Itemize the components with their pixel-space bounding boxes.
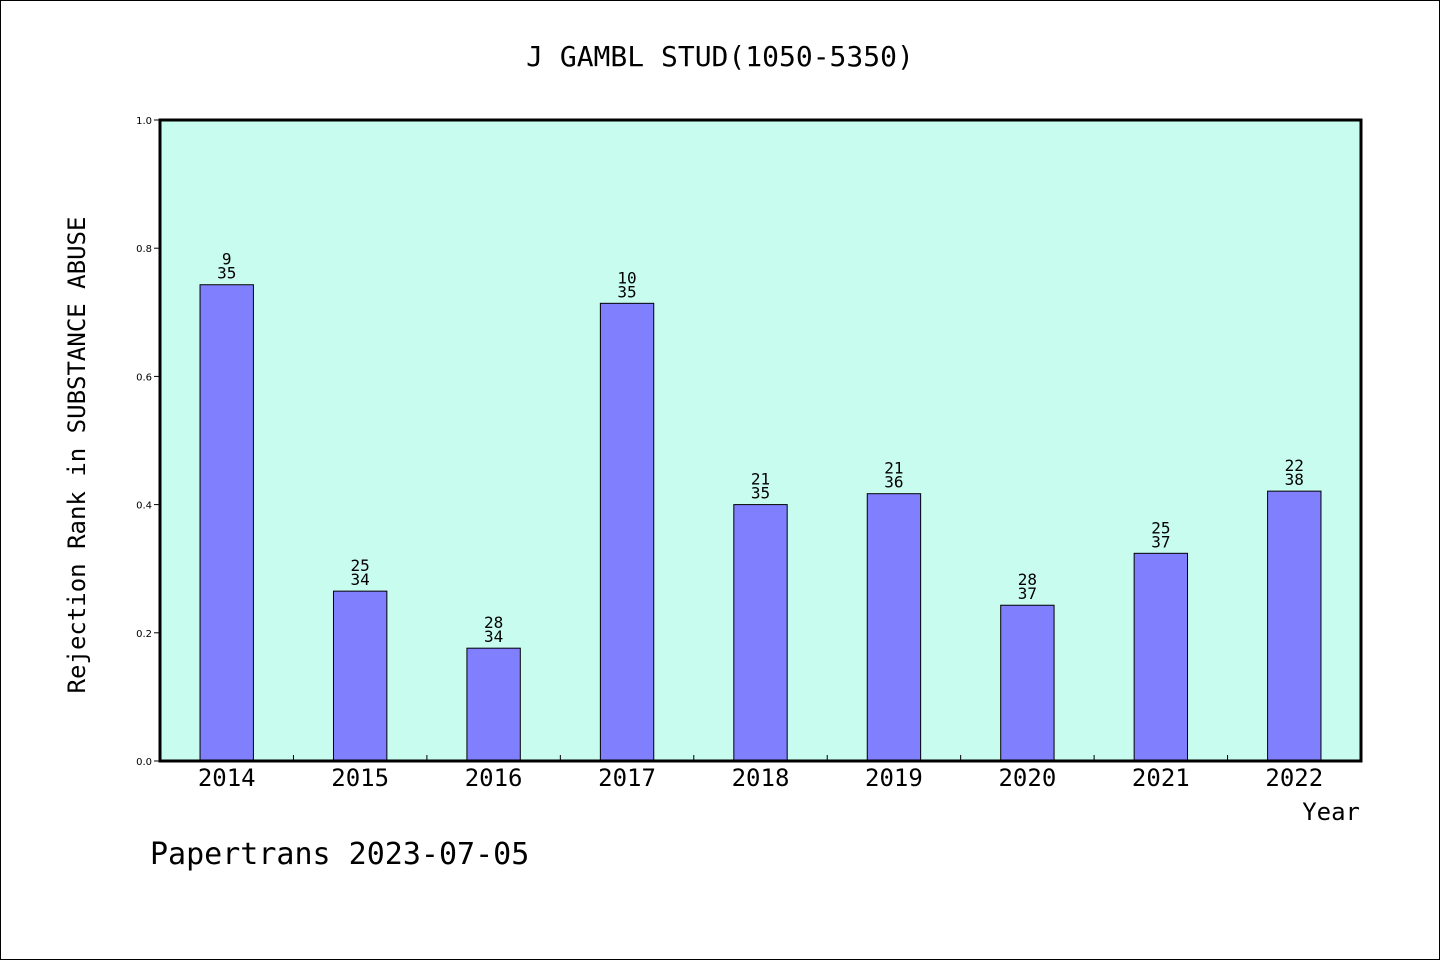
bar-2016 (466, 647, 521, 762)
data-label-rank-2020: 28 (1018, 570, 1037, 589)
plot-border (158, 118, 1363, 763)
x-tick-label-2015: 2015 (331, 764, 389, 792)
data-label-rank-2017: 10 (617, 268, 636, 287)
ticks-layer: 2014 2015 2016 2017 2018 2019 2020 2021 2022 0.0 0… (136, 116, 1323, 792)
data-label-total-2014: 35 (217, 264, 236, 283)
data-label-total-2015: 34 (351, 570, 370, 589)
x-tick-label-2014: 2014 (198, 764, 256, 792)
y-tick-label-0.2: 0.2 (136, 629, 152, 640)
data-label-rank-2016: 28 (484, 613, 503, 632)
y-tick-label-0.0: 0.0 (136, 757, 152, 768)
data-label-total-2017: 35 (617, 282, 636, 301)
data-label-rank-2014: 9 (222, 250, 232, 269)
bar-2014 (199, 284, 254, 762)
footer-watermark: Papertrans 2023-07-05 (150, 837, 529, 872)
data-label-total-2020: 37 (1018, 584, 1037, 603)
x-tick-label-2019: 2019 (865, 764, 923, 792)
x-tick-label-2016: 2016 (465, 764, 523, 792)
y-tick-label-0.4: 0.4 (136, 501, 152, 512)
bar-2020 (1000, 604, 1055, 762)
x-tick-label-2021: 2021 (1132, 764, 1190, 792)
bar-2021 (1133, 552, 1189, 762)
y-tick-label-1.0: 1.0 (136, 116, 152, 127)
data-label-total-2016: 34 (484, 627, 503, 646)
data-label-rank-2018: 21 (751, 470, 770, 489)
y-tick-label-0.8: 0.8 (136, 244, 152, 255)
data-label-rank-2021: 25 (1151, 518, 1170, 537)
bar-2018 (733, 504, 788, 762)
x-tick-label-2018: 2018 (732, 764, 790, 792)
data-label-rank-2022: 22 (1285, 456, 1304, 475)
data-label-total-2022: 38 (1285, 470, 1304, 489)
data-label-total-2019: 36 (884, 473, 903, 492)
x-tick-label-2022: 2022 (1265, 764, 1323, 792)
data-label-rank-2015: 25 (351, 556, 370, 575)
y-axis-label: Rejection Rank in SUBSTANCE ABUSE (63, 217, 91, 694)
data-label-rank-2019: 21 (884, 459, 903, 478)
y-tick-label-0.6: 0.6 (136, 372, 152, 383)
data-label-total-2018: 35 (751, 484, 770, 503)
chart-title: J GAMBL STUD(1050-5350) (526, 40, 914, 73)
x-tick-label-2017: 2017 (598, 764, 656, 792)
x-axis-label: Year (1302, 798, 1360, 826)
bar-2019 (866, 493, 922, 762)
x-tick-label-2020: 2020 (998, 764, 1056, 792)
bar-2017 (599, 302, 655, 762)
bar-2015 (332, 590, 388, 762)
bar-2022 (1267, 490, 1322, 762)
data-label-total-2021: 37 (1151, 532, 1170, 551)
